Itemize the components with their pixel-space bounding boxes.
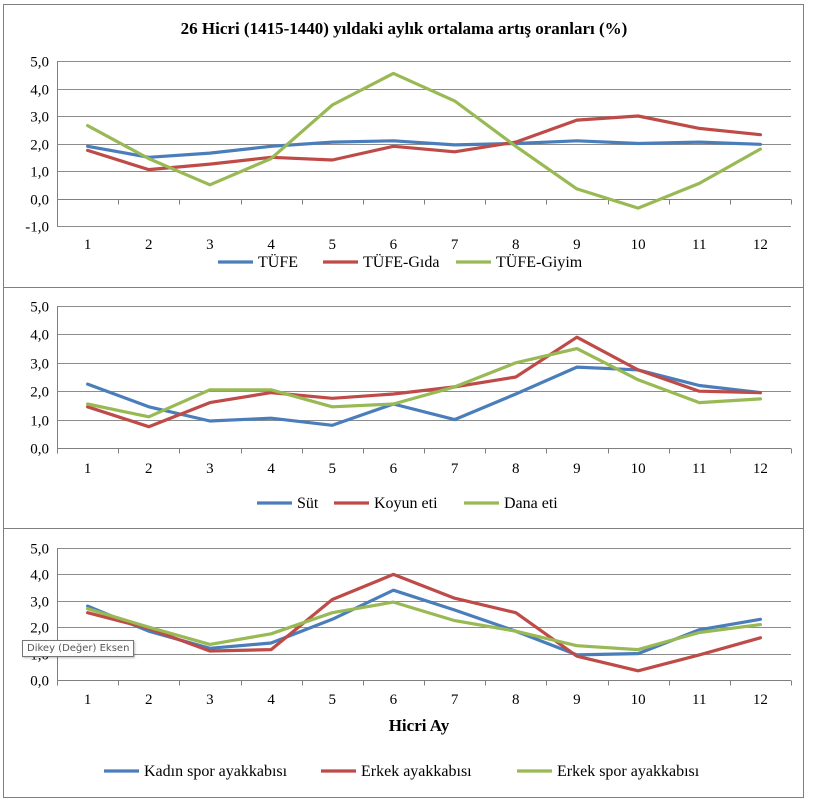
y-tick-label: 2,0: [30, 621, 49, 637]
y-tick-label: 2,0: [30, 138, 49, 154]
x-tick-label: 5: [329, 237, 337, 253]
legend-label: TÜFE-Giyim: [496, 253, 583, 271]
x-tick-label: 8: [512, 461, 520, 477]
x-tick-label: 11: [692, 461, 706, 477]
x-tick-label: 9: [573, 461, 581, 477]
x-tick-label: 5: [329, 461, 337, 477]
y-tick-label: 0,0: [30, 442, 49, 458]
legend-label: Süt: [297, 495, 319, 512]
x-tick-label: 9: [573, 237, 581, 253]
x-tick-label: 3: [206, 461, 214, 477]
x-tick-label: 1: [84, 237, 92, 253]
y-tick-label: 3,0: [30, 357, 49, 373]
x-tick-label: 5: [329, 692, 337, 708]
y-tick-label: -1,0: [25, 220, 49, 236]
legend-label: Erkek spor ayakkabısı: [557, 763, 700, 780]
y-tick-label: 4,0: [30, 328, 49, 344]
x-tick-label: 2: [145, 692, 153, 708]
legend-label: TÜFE-Gıda: [363, 253, 439, 271]
series-line-2: [85, 572, 763, 673]
x-tick-label: 6: [390, 461, 398, 477]
y-tick-label: 5,0: [30, 55, 49, 71]
legend-label: Kadın spor ayakkabısı: [144, 763, 288, 780]
x-tick-label: 2: [145, 237, 153, 253]
y-tick-label: 3,0: [30, 110, 49, 126]
y-tick-label: 0,0: [30, 193, 49, 209]
x-tick-label: 11: [692, 237, 706, 253]
x-tick-label: 7: [451, 461, 459, 477]
x-tick-label: 8: [512, 237, 520, 253]
y-tick-label: 5,0: [30, 542, 49, 558]
x-tick-label: 1: [84, 692, 92, 708]
axis-tooltip: Dikey (Değer) Eksen: [22, 640, 135, 657]
y-tick-label: 0,0: [30, 674, 49, 690]
x-tick-label: 4: [267, 237, 275, 253]
y-tick-label: 1,0: [30, 165, 49, 181]
series-line-3: [85, 71, 763, 210]
x-tick-label: 10: [631, 692, 646, 708]
series-line-1: [85, 139, 763, 159]
series-line-3: [85, 600, 763, 652]
legend-label: TÜFE: [258, 253, 298, 271]
x-tick-label: 11: [692, 692, 706, 708]
y-tick-label: 1,0: [30, 414, 49, 430]
x-axis-title: Hicri Ay: [389, 716, 450, 735]
x-tick-label: 4: [267, 461, 275, 477]
x-tick-label: 3: [206, 237, 214, 253]
series-line-2: [85, 335, 763, 429]
x-tick-label: 7: [451, 692, 459, 708]
series-line-3: [85, 347, 763, 419]
legend-label: Erkek ayakkabısı: [361, 763, 472, 780]
x-tick-label: 10: [631, 237, 646, 253]
series-line-1: [85, 588, 763, 657]
x-tick-label: 8: [512, 692, 520, 708]
x-tick-label: 2: [145, 461, 153, 477]
chart-title: 26 Hicri (1415-1440) yıldaki aylık ortal…: [181, 19, 628, 38]
x-tick-label: 10: [631, 461, 646, 477]
x-tick-label: 1: [84, 461, 92, 477]
x-tick-label: 12: [753, 461, 768, 477]
outer-frame: [3, 4, 804, 798]
y-tick-label: 2,0: [30, 385, 49, 401]
y-tick-label: 4,0: [30, 83, 49, 99]
x-tick-label: 12: [753, 692, 768, 708]
x-tick-label: 4: [267, 692, 275, 708]
x-tick-label: 6: [390, 237, 398, 253]
legend-label: Koyun eti: [374, 495, 438, 512]
x-tick-label: 6: [390, 692, 398, 708]
x-tick-label: 3: [206, 692, 214, 708]
x-tick-label: 7: [451, 237, 459, 253]
y-tick-label: 4,0: [30, 568, 49, 584]
legend-label: Dana eti: [504, 495, 558, 512]
y-tick-label: 3,0: [30, 595, 49, 611]
y-tick-label: 5,0: [30, 300, 49, 316]
x-tick-label: 9: [573, 692, 581, 708]
series-line-2: [85, 114, 763, 172]
chart-panel-1: 26 Hicri (1415-1440) yıldaki aylık ortal…: [25, 19, 792, 271]
x-tick-label: 12: [753, 237, 768, 253]
